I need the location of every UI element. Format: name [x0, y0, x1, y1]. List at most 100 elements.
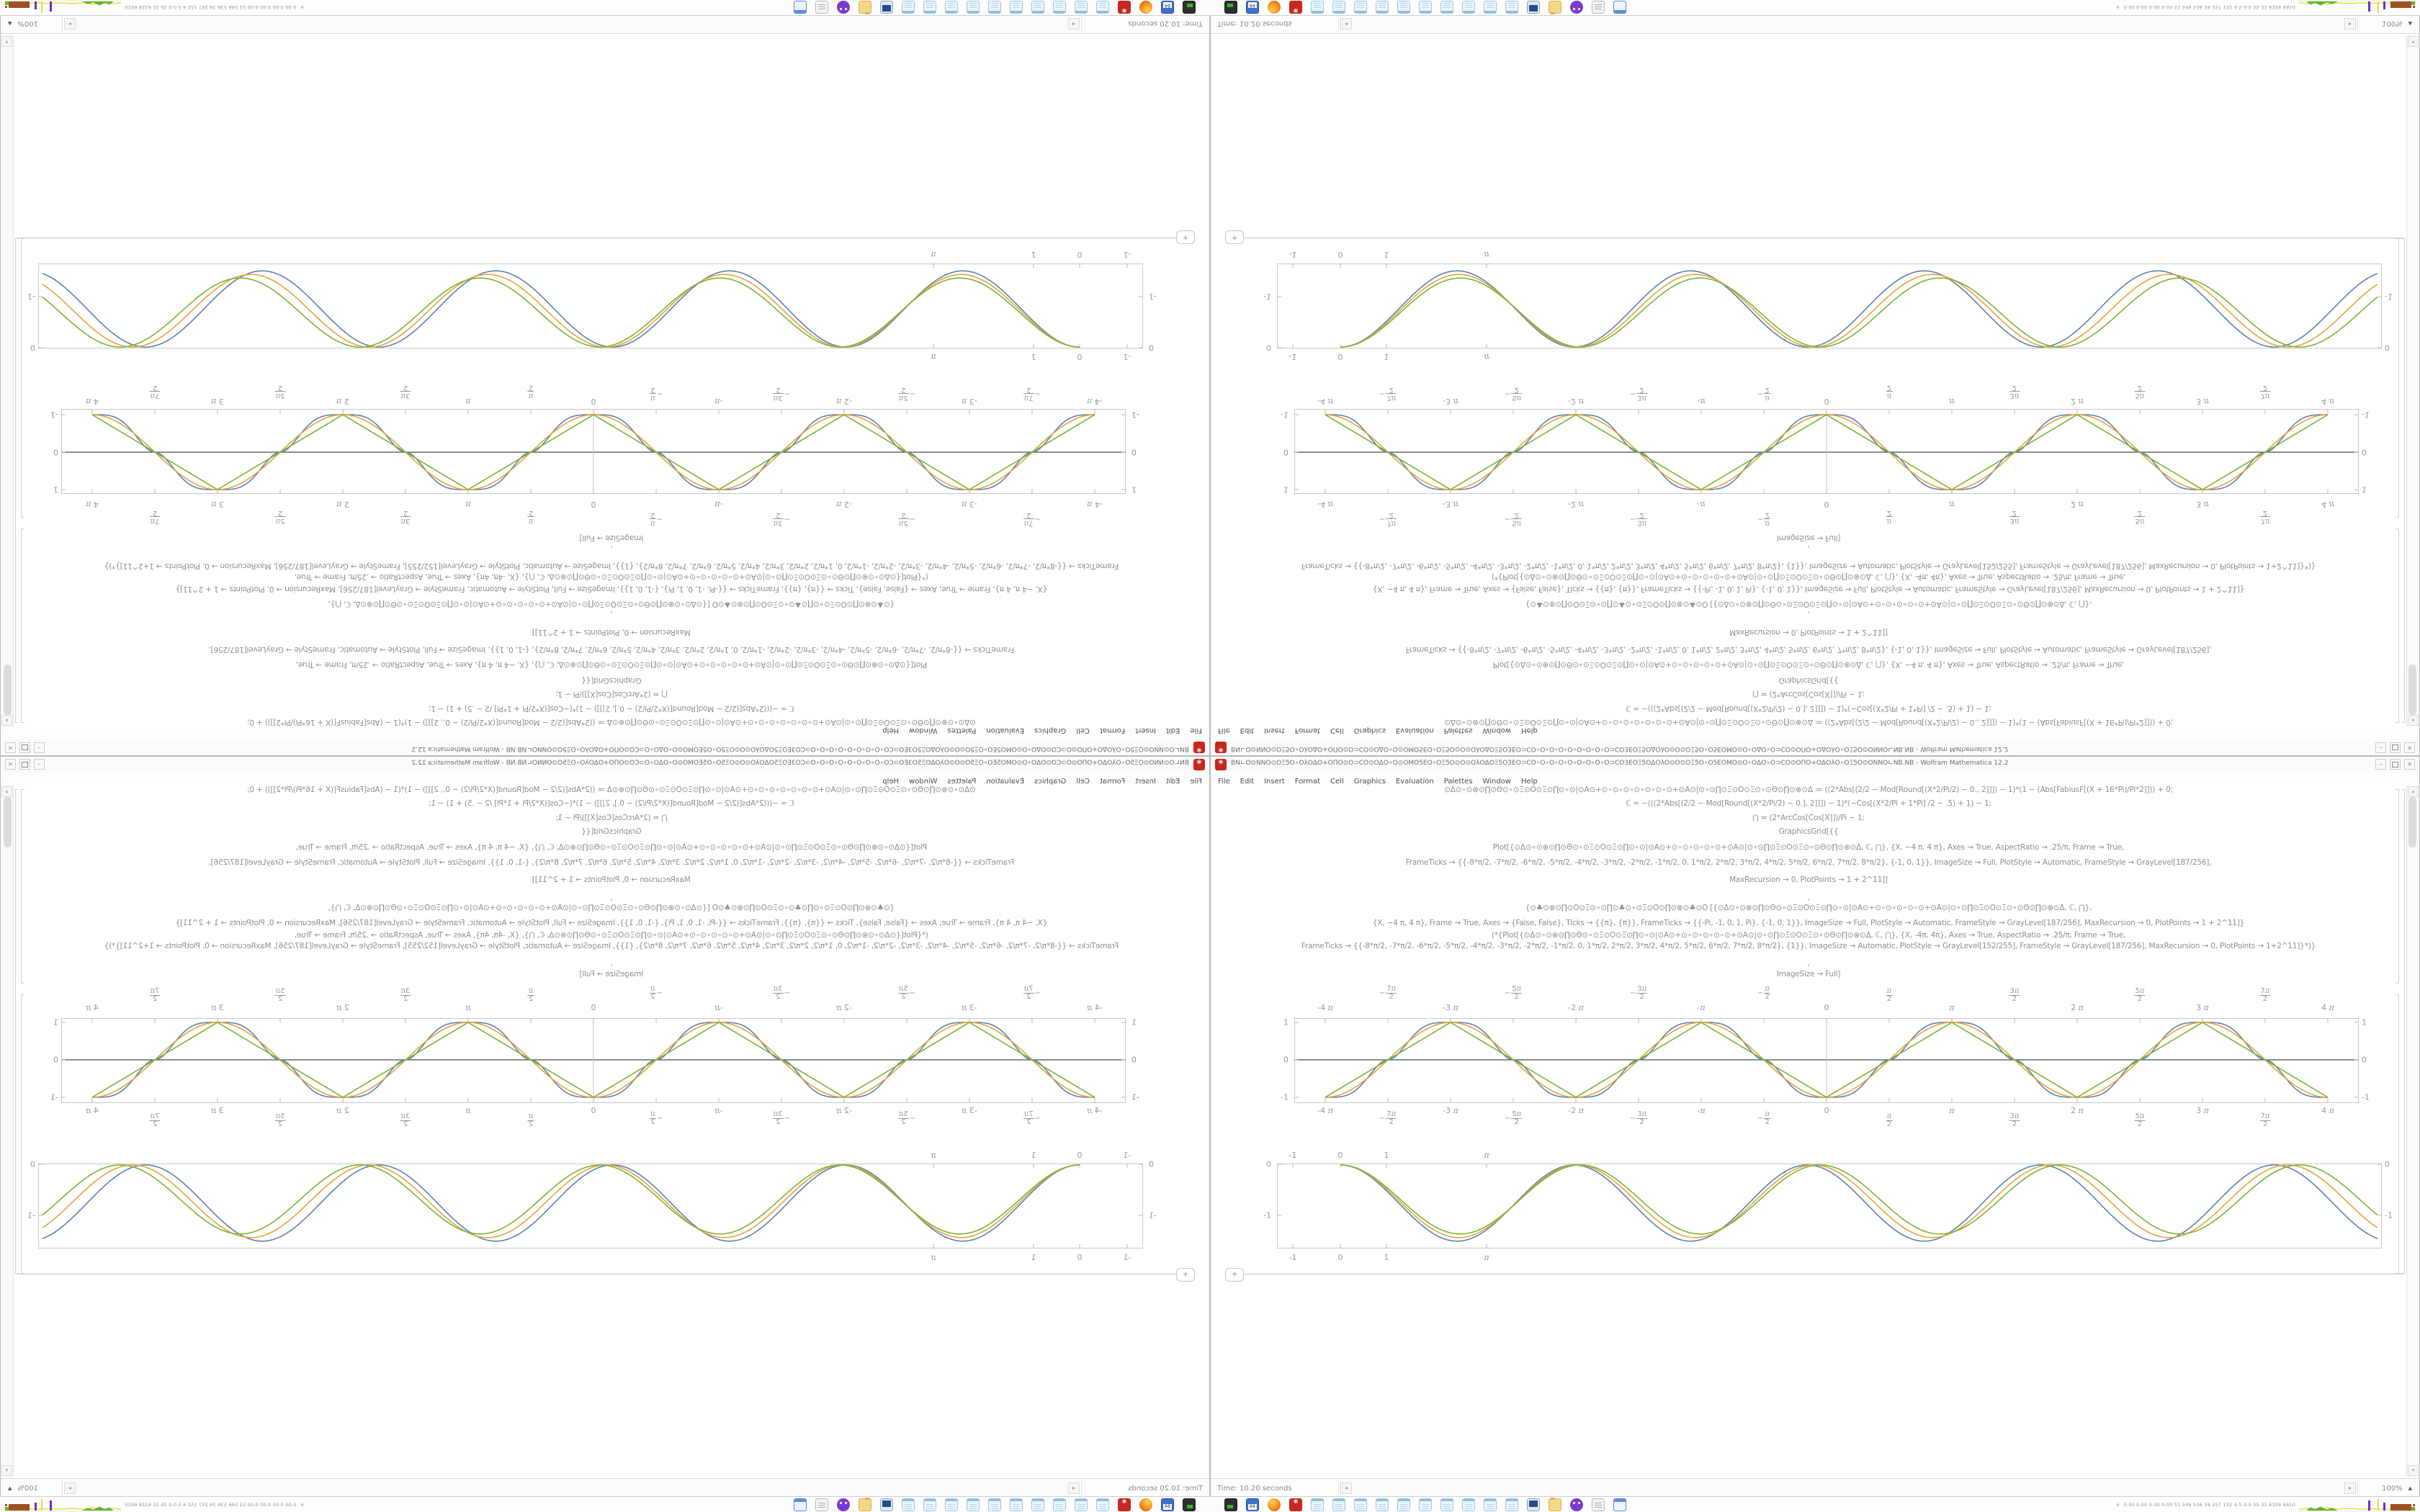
- floppy64-icon[interactable]: [1161, 1, 1174, 14]
- notepad-icon[interactable]: [1075, 1498, 1088, 1511]
- vertical-scroll-thumb[interactable]: [2408, 797, 2416, 847]
- mascot-icon[interactable]: [837, 1498, 850, 1511]
- notepad-icon[interactable]: [1376, 1, 1389, 14]
- notepad-icon[interactable]: [1419, 1498, 1432, 1511]
- maximize-button[interactable]: [2390, 742, 2401, 753]
- cell-insert-plus-icon[interactable]: +: [1176, 1268, 1195, 1282]
- firefox-icon[interactable]: [1268, 1, 1281, 14]
- tray-chevron-icon[interactable]: »: [2114, 1503, 2122, 1507]
- window-icon[interactable]: [794, 1, 807, 14]
- menu-graphics[interactable]: Graphics: [1353, 778, 1386, 786]
- tray-chevron-icon[interactable]: »: [298, 1503, 306, 1507]
- terminal-icon[interactable]: [1183, 1498, 1196, 1511]
- input-cell-bracket[interactable]: [2396, 789, 2399, 984]
- firefox-icon[interactable]: [1268, 1498, 1281, 1511]
- notepad-icon[interactable]: [1440, 1, 1453, 14]
- mascot-icon[interactable]: [837, 1, 850, 14]
- scroll-left-icon[interactable]: ◂: [1340, 1482, 1352, 1494]
- notepad-icon[interactable]: [1075, 1, 1088, 14]
- notepad-icon[interactable]: [1354, 1498, 1367, 1511]
- titlebar[interactable]: * ΒΝ∟Ο⊙ΝΝΟ⊙ΟΞ5Ο∘ΟλΟΔΟ+ΟΠΟ⊙Ο⊃CΟ⊙ΟΔΟ∘Ο⊙ΟΜΟ…: [1, 757, 1209, 773]
- cell-insert-plus-icon[interactable]: +: [1225, 230, 1244, 244]
- horizontal-scrollbar[interactable]: ◂ ▸: [63, 1479, 1081, 1498]
- notepad-icon[interactable]: [1311, 1498, 1324, 1511]
- titlebar[interactable]: * ΒΝ∟Ο⊙ΝΝΟ⊙ΟΞ5Ο∘ΟλΟΔΟ+ΟΠΟ⊙Ο⊃CΟ⊙ΟΔΟ∘Ο⊙ΟΜΟ…: [1211, 739, 2419, 755]
- cell-group-bracket[interactable]: [2401, 238, 2405, 723]
- notepad-icon[interactable]: [945, 1, 958, 14]
- vertical-scrollbar[interactable]: ▴ ▾: [1, 786, 14, 1477]
- close-button[interactable]: ×: [2404, 742, 2415, 753]
- titlebar[interactable]: * ΒΝ∟Ο⊙ΝΝΟ⊙ΟΞ5Ο∘ΟλΟΔΟ+ΟΠΟ⊙Ο⊃CΟ⊙ΟΔΟ∘Ο⊙ΟΜΟ…: [1, 739, 1209, 755]
- floppy64-icon[interactable]: [1246, 1498, 1259, 1511]
- notepad-icon[interactable]: [1096, 1, 1109, 14]
- menu-insert[interactable]: Insert: [1264, 778, 1285, 786]
- magnification-control[interactable]: 100% ▲: [1, 14, 63, 33]
- scroll-up-icon[interactable]: ▴: [1, 715, 12, 726]
- close-button[interactable]: ×: [5, 759, 16, 770]
- folder-icon[interactable]: [859, 1498, 871, 1511]
- window-icon[interactable]: [794, 1498, 807, 1511]
- magnification-control[interactable]: 100% ▲: [2357, 1479, 2419, 1498]
- monitor-icon[interactable]: [880, 1, 893, 14]
- notepad-icon[interactable]: [1332, 1498, 1345, 1511]
- scroll-right-icon[interactable]: ▸: [64, 1482, 76, 1494]
- floppy64-icon[interactable]: [1161, 1498, 1174, 1511]
- vertical-scrollbar[interactable]: ▴ ▾: [2406, 35, 2419, 726]
- cell-insert-plus-icon[interactable]: +: [1225, 1268, 1244, 1282]
- scroll-down-icon[interactable]: ▾: [2408, 36, 2419, 47]
- magnification-control[interactable]: 100% ▲: [2357, 14, 2419, 33]
- scroll-left-icon[interactable]: ◂: [1340, 18, 1352, 30]
- close-button[interactable]: ×: [2404, 759, 2415, 770]
- notepad-icon[interactable]: [1031, 1498, 1044, 1511]
- floppy64-icon[interactable]: [1246, 1, 1259, 14]
- listdoc-icon[interactable]: [1592, 1498, 1605, 1511]
- monitor-icon[interactable]: [880, 1498, 893, 1511]
- menu-help[interactable]: Help: [1520, 778, 1538, 786]
- menu-cell[interactable]: Cell: [1330, 778, 1344, 786]
- notepad-icon[interactable]: [988, 1498, 1001, 1511]
- terminal-icon[interactable]: [1224, 1, 1237, 14]
- mathematica-icon[interactable]: *: [1118, 1498, 1131, 1511]
- terminal-icon[interactable]: [1183, 1, 1196, 14]
- magnification-control[interactable]: 100% ▲: [1, 1479, 63, 1498]
- notepad-icon[interactable]: [1311, 1, 1324, 14]
- notepad-icon[interactable]: [1397, 1, 1410, 14]
- horizontal-scrollbar[interactable]: ◂ ▸: [1339, 1479, 2357, 1498]
- output-cell-bracket[interactable]: [21, 238, 24, 518]
- notepad-icon[interactable]: [1419, 1, 1432, 14]
- menu-window[interactable]: Window: [1482, 778, 1511, 786]
- mascot-icon[interactable]: [1570, 1498, 1583, 1511]
- notepad-icon[interactable]: [1031, 1, 1044, 14]
- maximize-button[interactable]: [2390, 759, 2401, 770]
- notepad-icon[interactable]: [1505, 1498, 1518, 1511]
- notepad-icon[interactable]: [1376, 1498, 1389, 1511]
- monitor-icon[interactable]: [1527, 1, 1540, 14]
- cell-group-bracket[interactable]: [15, 238, 19, 723]
- cell-insert-plus-icon[interactable]: +: [1176, 230, 1195, 244]
- folder-icon[interactable]: [1549, 1, 1561, 14]
- notepad-icon[interactable]: [902, 1, 915, 14]
- vertical-scroll-thumb[interactable]: [2408, 665, 2416, 715]
- terminal-icon[interactable]: [1224, 1498, 1237, 1511]
- scroll-right-icon[interactable]: ▸: [2344, 18, 2356, 30]
- firefox-icon[interactable]: [1139, 1, 1152, 14]
- notepad-icon[interactable]: [1505, 1, 1518, 14]
- scroll-up-icon[interactable]: ▴: [1, 786, 12, 797]
- input-cell-bracket[interactable]: [21, 789, 24, 984]
- menu-evaluation[interactable]: Evaluation: [1395, 778, 1434, 786]
- horizontal-scrollbar[interactable]: ◂ ▸: [63, 14, 1081, 33]
- mathematica-icon[interactable]: *: [1289, 1498, 1302, 1511]
- menu-format[interactable]: Format: [1294, 778, 1321, 786]
- scroll-down-icon[interactable]: ▾: [1, 36, 12, 47]
- notepad-icon[interactable]: [988, 1, 1001, 14]
- mascot-icon[interactable]: [1570, 1, 1583, 14]
- vertical-scrollbar[interactable]: ▴ ▾: [2406, 786, 2419, 1477]
- notepad-icon[interactable]: [945, 1498, 958, 1511]
- menu-edit[interactable]: Edit: [1240, 778, 1255, 786]
- notepad-icon[interactable]: [902, 1498, 915, 1511]
- window-icon[interactable]: [1613, 1, 1626, 14]
- cell-group-bracket[interactable]: [2401, 789, 2405, 1274]
- scroll-right-icon[interactable]: ▸: [64, 18, 76, 30]
- notepad-icon[interactable]: [1053, 1, 1066, 14]
- notepad-icon[interactable]: [1332, 1, 1345, 14]
